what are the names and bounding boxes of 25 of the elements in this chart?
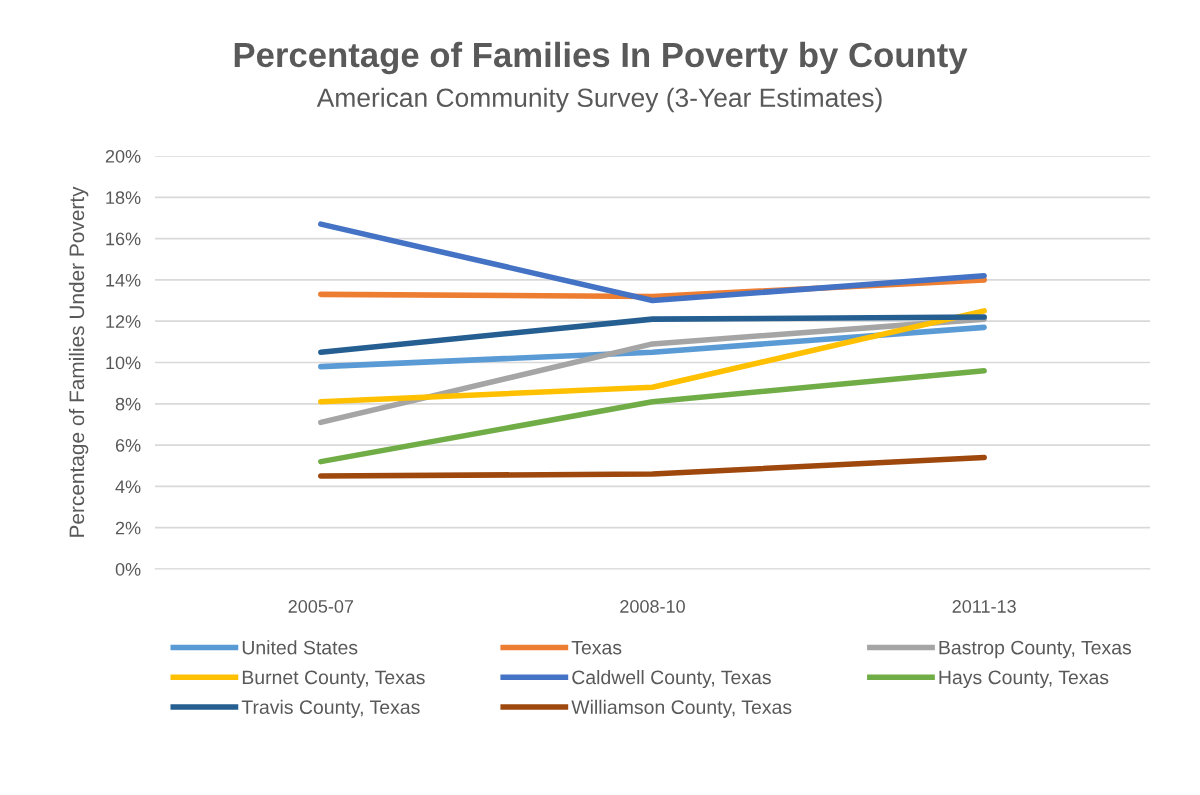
y-tick-label: 18% bbox=[106, 191, 141, 205]
x-tick-label: 2008-10 bbox=[620, 600, 685, 613]
y-axis-title: Percentage of Families Under Poverty bbox=[68, 186, 89, 537]
y-tick-label: 2% bbox=[115, 521, 141, 535]
x-tick-label: 2011-13 bbox=[952, 600, 1016, 613]
y-tick-label: 10% bbox=[106, 356, 141, 370]
y-tick-label: 8% bbox=[115, 397, 141, 411]
legend-label: Caldwell County, Texas bbox=[572, 669, 771, 689]
y-tick-label: 4% bbox=[115, 480, 141, 494]
legend-label: United States bbox=[242, 640, 358, 655]
legend-label: Hays County, Texas bbox=[939, 670, 1109, 689]
y-tick-label: 12% bbox=[106, 315, 141, 328]
legend-label: Burnet County, Texas bbox=[242, 670, 425, 689]
y-tick-label: 14% bbox=[106, 273, 141, 287]
y-tick-label: 6% bbox=[115, 439, 141, 452]
y-tick-label: 0% bbox=[115, 562, 141, 576]
legend-label: Bastrop County, Texas bbox=[939, 640, 1132, 659]
y-tick-label: 20% bbox=[105, 149, 141, 163]
legend-label: Williamson County, Texas bbox=[571, 699, 792, 718]
chart-subtitle: American Community Survey (3-Year Estimates) bbox=[316, 87, 882, 113]
chart-title: Percentage of Families In Poverty by County bbox=[234, 41, 968, 75]
x-tick-label: 2005-07 bbox=[288, 600, 354, 613]
y-tick-label: 16% bbox=[106, 232, 141, 246]
legend-label: Travis County, Texas bbox=[241, 699, 420, 718]
legend-label: Texas bbox=[571, 640, 622, 655]
